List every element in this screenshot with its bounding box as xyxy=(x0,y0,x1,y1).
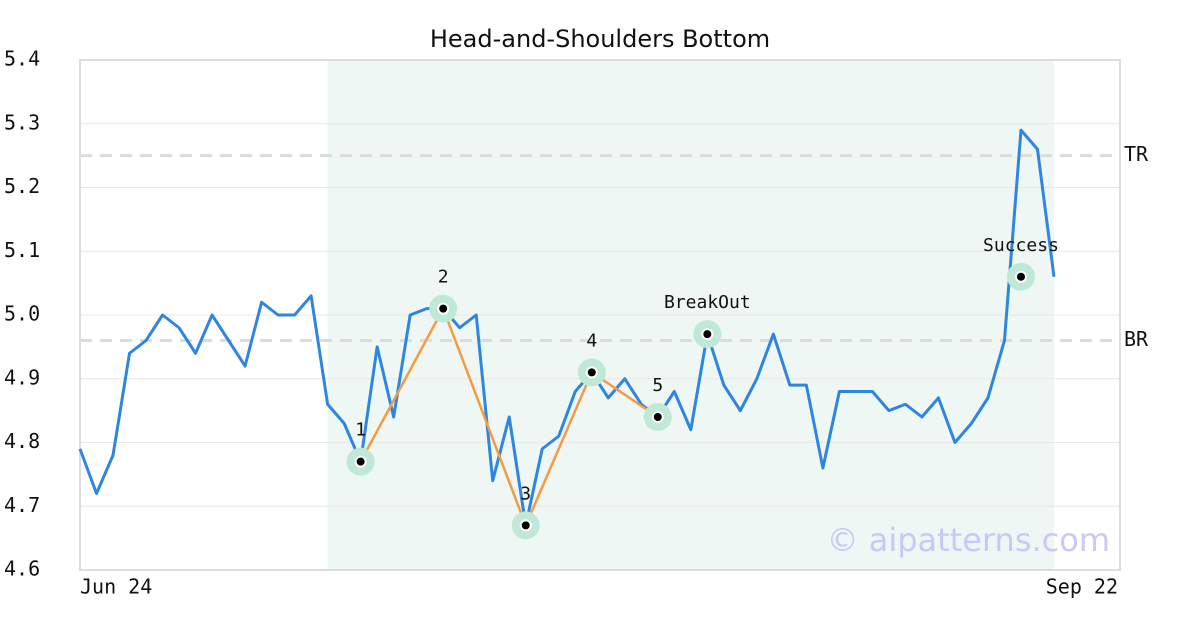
reference-label: TR xyxy=(1124,142,1149,166)
pattern-point-label: 2 xyxy=(438,267,449,288)
x-tick-label: Sep 22 xyxy=(1046,575,1118,599)
reference-label: BR xyxy=(1124,327,1149,351)
pattern-point-dot xyxy=(651,411,664,423)
pattern-point-label: 1 xyxy=(355,420,366,441)
watermark: © aipatterns.com xyxy=(827,521,1110,559)
pattern-point-label: 5 xyxy=(652,375,663,396)
pattern-point-dot xyxy=(354,455,367,468)
y-tick-label: 5.0 xyxy=(4,302,40,326)
y-tick-label: 5.1 xyxy=(4,238,40,262)
event-point-label: BreakOut xyxy=(664,292,751,313)
y-tick-label: 5.2 xyxy=(4,174,40,198)
event-point-dot xyxy=(701,328,714,341)
y-tick-label: 4.7 xyxy=(4,493,40,517)
event-point-dot xyxy=(1014,270,1027,283)
pattern-point-dot xyxy=(437,302,450,315)
y-tick-label: 5.3 xyxy=(4,110,40,134)
plot-frame xyxy=(79,59,1121,571)
chart-title: Head-and-Shoulders Bottom xyxy=(430,25,770,53)
pattern-point-label: 4 xyxy=(586,330,597,351)
event-point-label: Success xyxy=(983,235,1059,256)
x-tick-label: Jun 24 xyxy=(80,575,152,599)
series-line xyxy=(78,128,1056,527)
y-tick-label: 4.9 xyxy=(4,365,40,389)
pattern-point-label: 3 xyxy=(520,483,531,504)
y-tick-label: 5.4 xyxy=(4,47,40,71)
pattern-point-dot xyxy=(585,366,598,379)
y-tick-label: 4.8 xyxy=(4,429,40,453)
pattern-point-dot xyxy=(519,519,532,532)
y-tick-label: 4.6 xyxy=(4,557,40,581)
